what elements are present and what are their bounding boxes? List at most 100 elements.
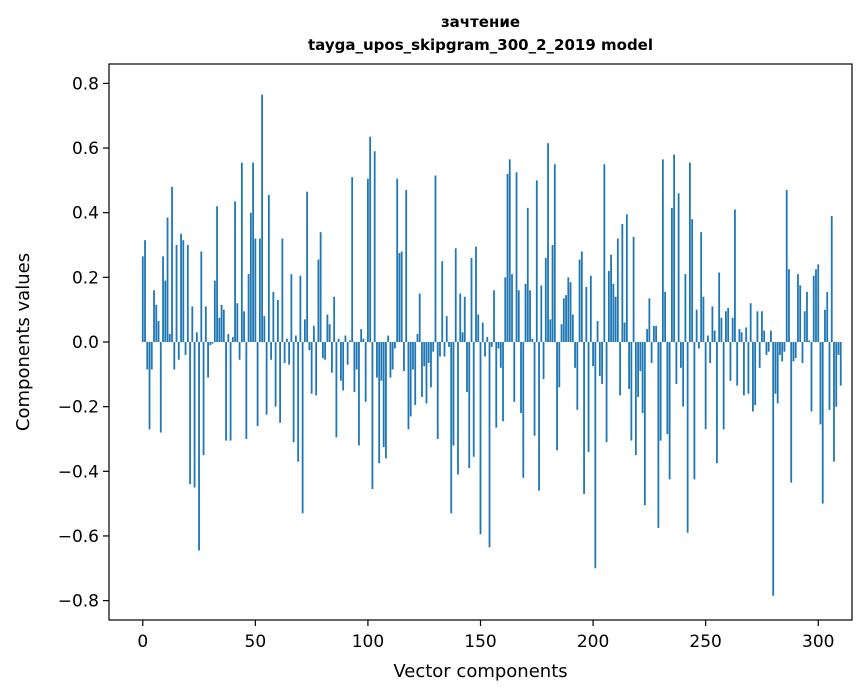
bar-135: [445, 316, 448, 342]
bar-31: [211, 342, 214, 344]
y-tick-label: 0.8: [72, 74, 99, 94]
bar-107: [382, 342, 385, 448]
bar-166: [515, 172, 518, 342]
bar-119: [409, 342, 412, 417]
bar-52: [258, 238, 261, 342]
bar-99: [364, 342, 367, 402]
x-tick-label: 150: [464, 632, 496, 652]
bar-224: [646, 329, 649, 342]
bar-148: [475, 246, 477, 342]
bar-255: [716, 342, 718, 464]
bar-182: [551, 245, 554, 342]
bar-259: [725, 311, 727, 342]
bar-284: [781, 342, 784, 362]
bar-72: [303, 319, 306, 342]
bar-217: [630, 342, 633, 441]
bar-49: [252, 162, 254, 342]
bar-39: [229, 342, 232, 441]
bar-191: [571, 314, 574, 342]
bar-186: [560, 324, 563, 342]
bar-131: [436, 342, 439, 439]
bar-19: [184, 342, 187, 355]
x-tick-label: 250: [689, 632, 721, 652]
bar-121: [414, 342, 417, 406]
bar-300: [817, 264, 820, 342]
bar-244: [691, 219, 694, 342]
bar-125: [423, 342, 426, 367]
bar-48: [249, 212, 252, 342]
bar-109: [387, 335, 390, 342]
bar-153: [486, 337, 489, 342]
bar-106: [380, 342, 383, 381]
bar-261: [729, 342, 732, 381]
bar-16: [177, 342, 180, 360]
bar-130: [434, 175, 437, 342]
bar-41: [234, 201, 236, 342]
bar-11: [166, 217, 169, 342]
bar-212: [619, 342, 621, 396]
bar-227: [652, 325, 655, 342]
bar-288: [790, 342, 793, 483]
bar-94: [353, 342, 356, 393]
bar-115: [400, 251, 403, 342]
bar-102: [371, 342, 374, 490]
bar-214: [623, 322, 626, 342]
bar-75: [310, 342, 313, 394]
bar-249: [702, 296, 705, 342]
bar-127: [427, 342, 430, 364]
bar-155: [490, 342, 493, 347]
bar-157: [495, 342, 498, 428]
bar-118: [407, 342, 410, 430]
bar-81: [324, 342, 327, 360]
bar-147: [472, 342, 475, 457]
bar-159: [499, 342, 502, 368]
bar-154: [488, 342, 491, 548]
bar-24: [195, 332, 198, 342]
y-axis: −0.8 −0.6 −0.4 −0.2 0.0 0.2 0.4 0.6 0.8: [58, 74, 109, 612]
y-tick-label: 0.6: [72, 139, 99, 159]
bar-70: [299, 275, 302, 342]
bar-221: [639, 342, 642, 372]
bar-146: [470, 257, 473, 342]
bar-251: [707, 335, 709, 342]
bar-220: [637, 342, 640, 397]
bar-274: [758, 342, 761, 368]
bar-218: [632, 236, 635, 342]
bar-185: [558, 342, 561, 388]
bar-181: [549, 319, 552, 342]
bar-32: [213, 280, 216, 342]
bar-84: [331, 342, 333, 373]
bar-171: [526, 207, 529, 342]
bar-113: [396, 178, 399, 342]
bar-57: [270, 342, 273, 360]
bar-273: [756, 311, 759, 342]
bar-188: [565, 295, 567, 342]
bar-256: [718, 272, 721, 342]
bar-110: [389, 342, 392, 378]
bar-213: [621, 224, 624, 342]
bar-295: [806, 291, 808, 342]
bar-74: [308, 342, 311, 351]
bar-79: [319, 232, 322, 342]
bar-216: [628, 342, 630, 389]
bar-260: [727, 308, 730, 342]
bar-237: [675, 342, 678, 385]
bar-252: [709, 342, 712, 364]
bar-36: [222, 309, 225, 342]
bar-272: [754, 342, 757, 406]
y-tick-label: −0.8: [58, 592, 99, 612]
bar-270: [749, 303, 752, 342]
bar-176: [538, 342, 540, 491]
bar-226: [650, 342, 653, 364]
bar-108: [385, 342, 387, 459]
bar-168: [520, 342, 522, 414]
bar-145: [468, 342, 471, 469]
bar-236: [673, 154, 676, 342]
bar-55: [265, 342, 268, 415]
bar-35: [220, 304, 223, 342]
y-tick-label: 0.2: [72, 268, 99, 288]
bar-165: [513, 342, 516, 402]
bar-283: [779, 342, 781, 355]
bar-128: [430, 342, 432, 388]
y-tick-label: −0.6: [58, 527, 99, 547]
